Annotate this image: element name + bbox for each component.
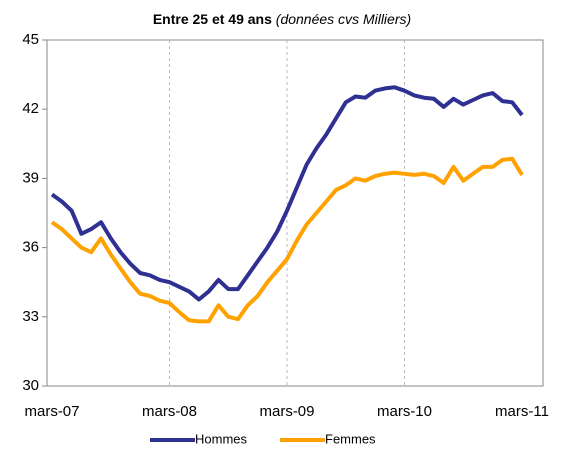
x-tick-label: mars-10 <box>377 403 432 420</box>
x-tick-label: mars-07 <box>24 403 79 420</box>
y-tick-label: 36 <box>22 239 39 256</box>
y-tick-label: 42 <box>22 100 39 117</box>
y-tick-label: 30 <box>22 377 39 394</box>
y-tick-label: 39 <box>22 169 39 186</box>
y-tick-label: 45 <box>22 31 39 48</box>
chart-title-line: Entre 25 et 49 ans (données cvs Milliers… <box>153 11 411 27</box>
plot-frame <box>46 39 544 387</box>
y-tick-label: 33 <box>22 308 39 325</box>
line-series <box>50 156 524 324</box>
line-series <box>50 85 524 302</box>
x-tick-label: mars-11 <box>495 403 549 420</box>
x-tick-label: mars-09 <box>259 403 314 420</box>
x-tick-label: mars-08 <box>142 403 197 420</box>
legend-label: Femmes <box>325 431 376 446</box>
chart-title: Entre 25 et 49 ans <box>153 11 272 27</box>
legend-label: Hommes <box>195 431 248 446</box>
chart-subtitle: (données cvs Milliers) <box>276 11 411 27</box>
